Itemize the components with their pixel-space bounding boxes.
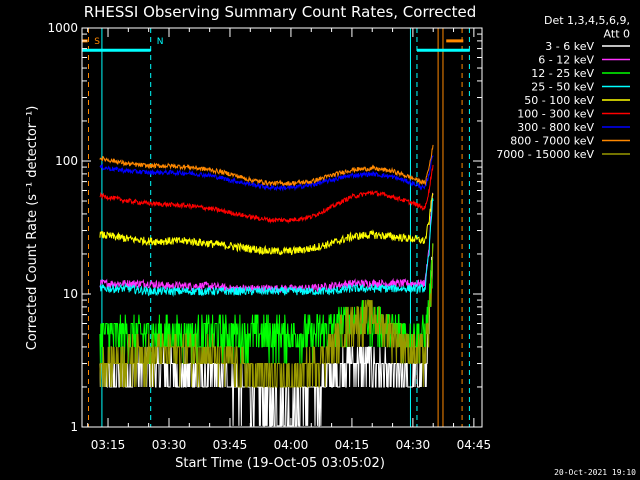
x-tick-label: 04:15 (335, 438, 370, 452)
legend-entry: 25 - 50 keV (531, 81, 594, 94)
plot-area: S N 1 10 100 1000 03:15 03:30 03:45 04:00 04:15 04:… (47, 21, 491, 452)
series-line (99, 164, 434, 225)
legend-entry: 7000 - 15000 keV (496, 148, 594, 161)
y-tick-label: 1000 (47, 21, 78, 35)
x-tick-label: 04:00 (274, 438, 309, 452)
legend-entry: 3 - 6 keV (545, 40, 594, 53)
flag-label: S (94, 37, 100, 47)
series-line (99, 243, 434, 388)
x-tick-label: 03:45 (213, 438, 248, 452)
legend-entry: 50 - 100 keV (524, 94, 594, 107)
series-line (99, 144, 434, 187)
legend-entry: 300 - 800 keV (517, 121, 594, 134)
flag-label: N (157, 37, 164, 47)
series-line (99, 192, 434, 256)
legend-entry: 6 - 12 keV (538, 54, 594, 67)
legend-header: Det 1,3,4,5,6,9, (544, 14, 630, 27)
legend-entry: 12 - 25 keV (531, 67, 594, 80)
legend-entry: 800 - 7000 keV (510, 135, 594, 148)
legend-entry: 100 - 300 keV (517, 108, 594, 121)
y-tick-label: 1 (70, 420, 78, 434)
chart-title: RHESSI Observing Summary Count Rates, Co… (84, 3, 477, 21)
series-line (99, 243, 434, 365)
x-tick-label: 03:30 (152, 438, 187, 452)
legend-header: Att 0 (604, 28, 630, 41)
x-tick-label: 03:15 (91, 438, 126, 452)
x-tick-label: 04:45 (457, 438, 492, 452)
series-line (99, 197, 434, 297)
plot-frame (81, 27, 483, 428)
series-line (99, 155, 434, 192)
footer-timestamp: 20-Oct-2021 19:10 (554, 468, 636, 477)
y-axis-label: Corrected Count Rate (s⁻¹ detector⁻¹) (25, 106, 40, 351)
y-tick-label: 10 (63, 287, 78, 301)
series-line (99, 256, 434, 427)
y-tick-label: 100 (55, 154, 78, 168)
x-axis-label: Start Time (19-Oct-05 03:05:02) (175, 456, 385, 471)
x-tick-label: 04:30 (396, 438, 431, 452)
